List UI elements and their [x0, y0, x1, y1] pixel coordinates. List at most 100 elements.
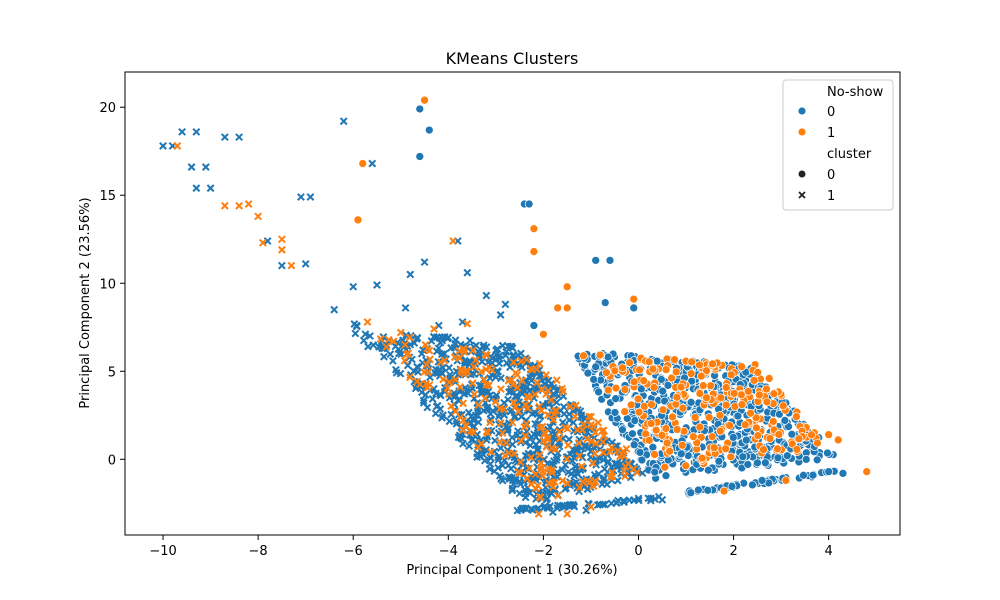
cluster-1-point-circle: [774, 430, 784, 439]
cluster-4-point-x: [566, 402, 574, 411]
cluster-1-point-circle: [644, 436, 654, 445]
cluster-4-point-x: [585, 478, 594, 487]
cluster-0-point-circle: [733, 411, 743, 421]
cluster-4-point-x: [470, 390, 479, 399]
cluster-3-point-x: [463, 389, 472, 398]
cluster-3-point-x: [611, 459, 619, 468]
cluster-1-point-circle: [721, 444, 731, 454]
cluster-5-point-x: [533, 505, 541, 514]
cluster-1-point-circle: [657, 430, 667, 440]
cluster-4-point-x: [599, 448, 608, 457]
series-1-point-x: [534, 509, 543, 518]
cluster-5-point-x: [553, 501, 562, 510]
cluster-4-point-x: [468, 379, 477, 388]
cluster-3-point-x: [437, 368, 446, 377]
x-tick-label: 2: [729, 544, 737, 559]
cluster-4-point-x: [487, 448, 495, 456]
cluster-3-point-x: [600, 474, 609, 483]
y-tick-label: 20: [99, 101, 116, 116]
series-1-point-x: [254, 212, 263, 221]
y-axis-label: Principal Component 2 (23.56%): [78, 197, 93, 408]
cluster-1-point-circle: [662, 438, 672, 448]
cluster-1-point-circle: [697, 453, 707, 463]
cluster-3-point-x: [565, 410, 574, 419]
cluster-5-point-x: [526, 505, 535, 513]
cluster-0-point-circle: [635, 448, 645, 457]
cluster-3-point-x: [567, 469, 576, 478]
cluster-3-point-x: [455, 431, 464, 440]
cluster-0-point-circle: [741, 435, 751, 445]
cluster-3-point-x: [565, 435, 574, 444]
series-1-point-x: [277, 245, 286, 254]
cluster-4-point-x: [496, 385, 505, 394]
cluster-4-point-x: [615, 452, 624, 461]
series-0-point-circle: [415, 152, 425, 161]
cluster-0-point-circle: [782, 451, 792, 461]
cluster-1-point-circle: [753, 431, 763, 440]
series-0-point-x: [406, 270, 415, 279]
cluster-1-point-circle: [706, 381, 716, 391]
x-tick-label: −2: [534, 544, 553, 559]
cluster-5-point-x: [612, 498, 621, 507]
cluster-4-point-x: [496, 404, 505, 413]
cluster-1-point-circle: [702, 393, 711, 403]
y-tick-label: 5: [108, 365, 116, 380]
cluster-4-point-x: [440, 356, 449, 365]
cluster-1-point-circle: [755, 390, 764, 400]
cluster-3-point-x: [486, 460, 495, 468]
cluster-1-point-circle: [716, 393, 726, 403]
series-0-point-x: [187, 163, 196, 171]
series-1-point-circle: [824, 430, 834, 440]
cluster-5-point-x: [620, 498, 628, 507]
cluster-4-point-x: [535, 359, 544, 368]
cluster-1-point-circle: [677, 440, 687, 450]
cluster-3-point-x: [488, 407, 497, 415]
cluster-4-point-x: [558, 384, 567, 393]
legend-hue-1: 1: [827, 126, 835, 141]
series-0-point-circle: [524, 199, 534, 209]
series-0-point-x: [463, 268, 472, 277]
legend-marker-1: [797, 127, 807, 137]
x-tick-label: 4: [825, 544, 833, 559]
series-1-point-x: [449, 237, 457, 245]
series-1-point-x: [587, 502, 595, 511]
cluster-3-point-x: [577, 411, 586, 420]
series-1-point-x: [287, 261, 296, 270]
cluster-3-point-x: [403, 361, 412, 370]
series-0-point-circle: [757, 476, 767, 485]
series-0-point-circle: [600, 298, 610, 307]
legend-style-0: 0: [827, 168, 835, 183]
cluster-4-point-x: [511, 402, 520, 411]
x-tick-label: −8: [249, 544, 268, 559]
cluster-3-point-x: [494, 412, 503, 421]
cluster-3-point-x: [603, 458, 612, 467]
cluster-1-point-circle: [709, 443, 719, 453]
cluster-3-point-x: [526, 435, 534, 443]
cluster-3-point-x: [517, 349, 525, 358]
cluster-3-point-x: [480, 456, 489, 465]
cluster-4-point-x: [589, 422, 598, 431]
cluster-4-point-x: [451, 375, 460, 384]
legend-hue-title: No-show: [827, 85, 884, 100]
cluster-2-point-circle: [748, 480, 757, 490]
cluster-4-point-x: [458, 345, 467, 353]
cluster-1-point-circle: [620, 407, 630, 416]
cluster-1-point-circle: [649, 383, 659, 392]
cluster-3-point-x: [460, 356, 469, 365]
cluster-4-point-x: [591, 428, 600, 437]
cluster-1-point-circle: [695, 389, 705, 398]
cluster-4-point-x: [547, 396, 556, 404]
cluster-0-point-circle: [738, 452, 748, 462]
cluster-3-point-x: [514, 427, 522, 436]
cluster-4-point-x: [384, 335, 393, 344]
cluster-4-point-x: [389, 337, 398, 346]
cluster-4-point-x: [445, 378, 454, 387]
cluster-3-point-x: [449, 392, 457, 401]
cluster-3-point-x: [498, 461, 507, 470]
cluster-3-point-x: [529, 449, 537, 458]
cluster-0-point-circle: [658, 386, 668, 396]
cluster-4-point-x: [540, 428, 549, 437]
cluster-3-point-x: [473, 449, 482, 458]
cluster-0-point-circle: [714, 456, 724, 466]
cluster-3-point-x: [369, 341, 378, 349]
